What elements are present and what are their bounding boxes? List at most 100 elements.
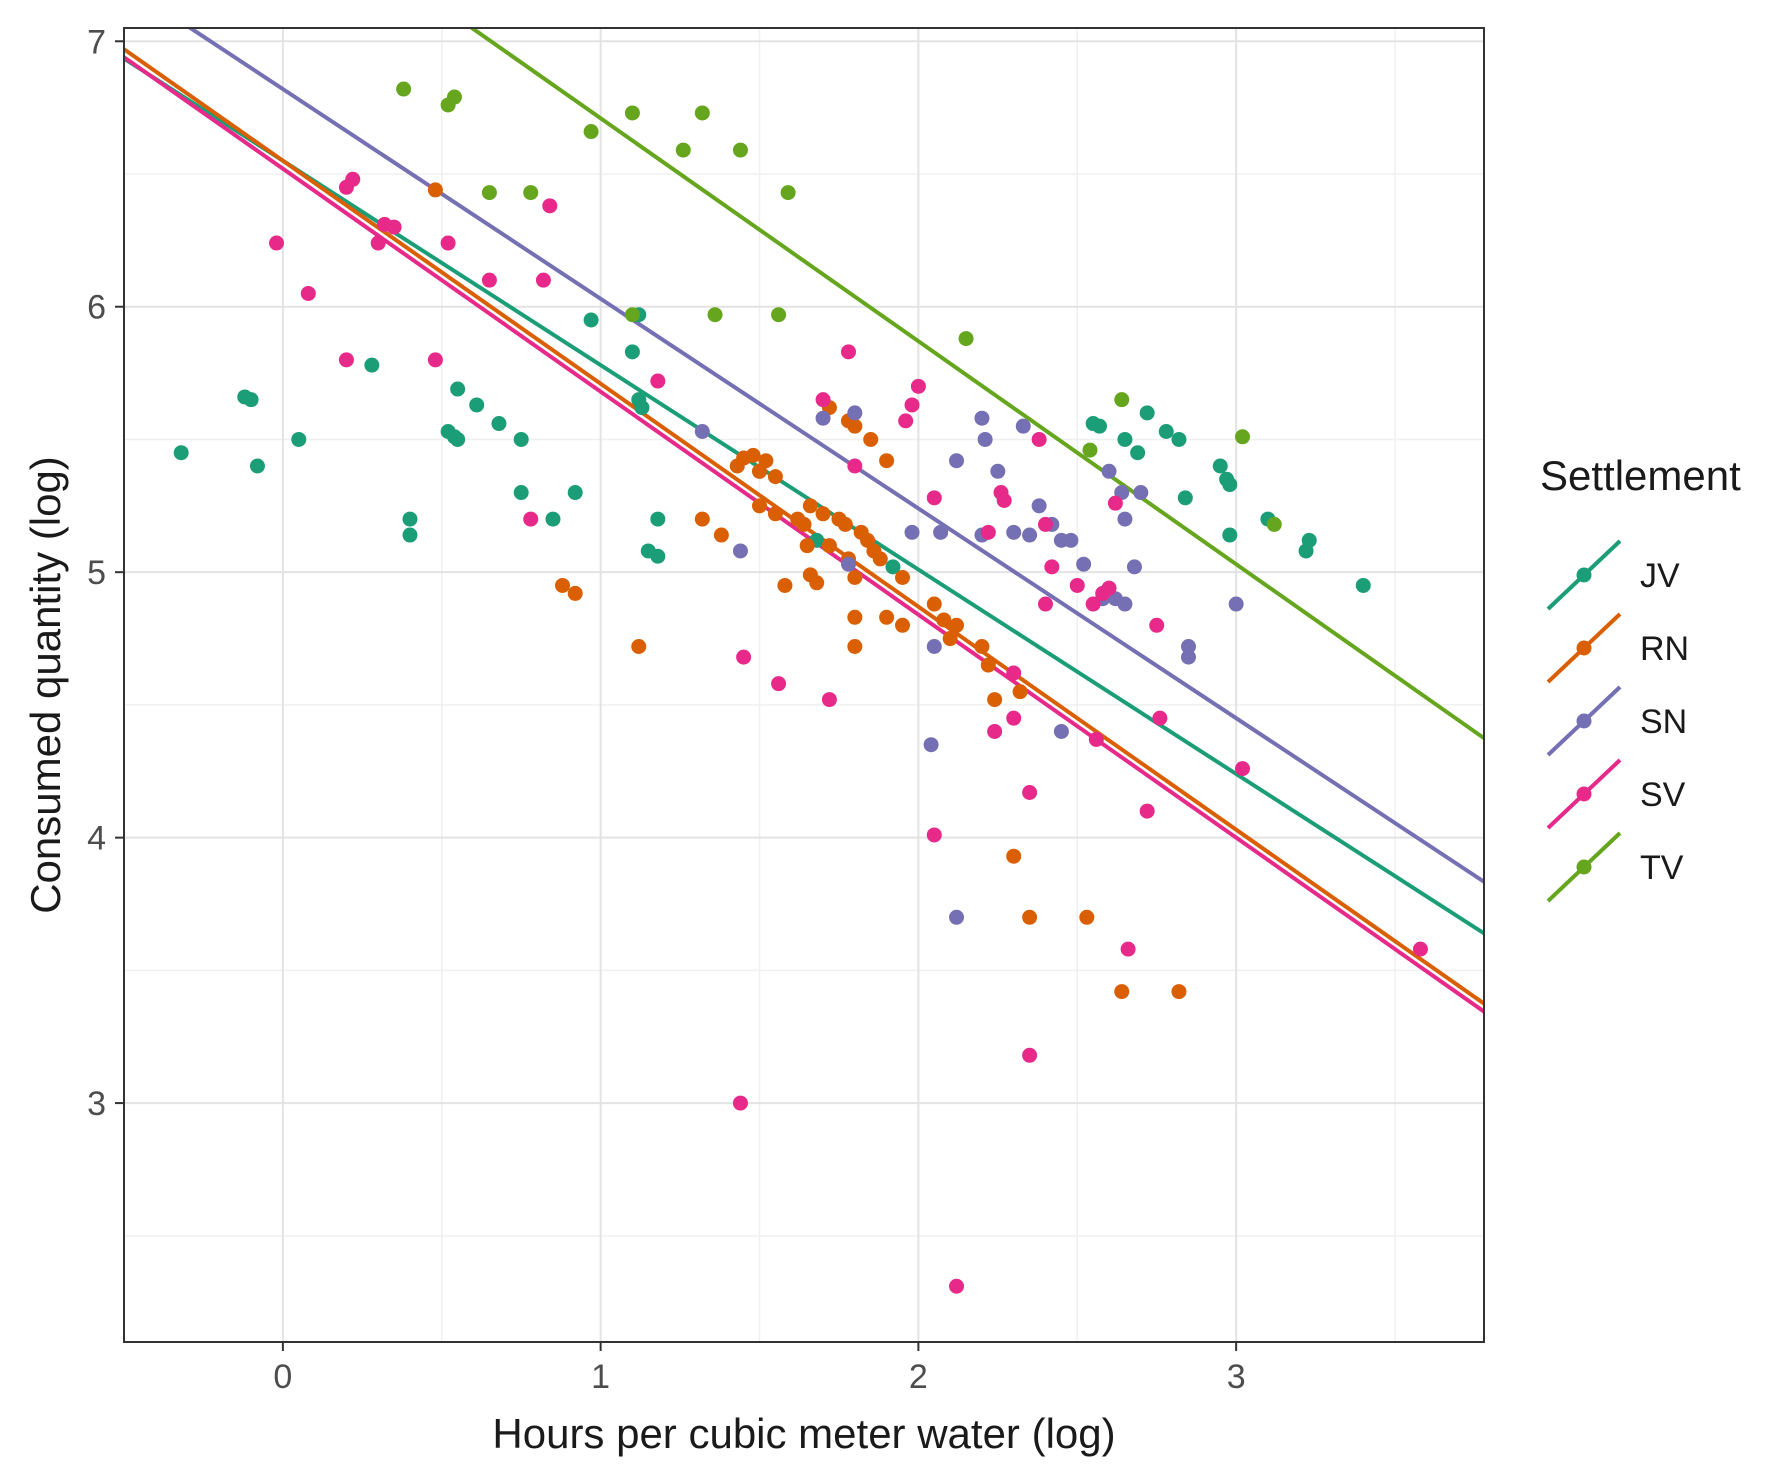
data-point-jv (1171, 431, 1187, 447)
data-point-sn (1076, 556, 1092, 572)
data-point-rn (555, 577, 571, 593)
data-point-rn (879, 453, 895, 469)
data-point-rn (427, 182, 443, 198)
data-point-tv (732, 142, 748, 158)
legend-label: RN (1640, 630, 1689, 668)
data-point-sv (732, 1095, 748, 1111)
data-point-jv (1301, 532, 1317, 548)
data-point-sn (1126, 559, 1142, 575)
data-point-jv (249, 458, 265, 474)
data-points (173, 81, 1428, 1294)
legend-item-tv: TV (1546, 831, 1684, 903)
data-point-rn (1171, 984, 1187, 1000)
data-point-jv (491, 416, 507, 432)
data-point-jv (885, 559, 901, 575)
legend-item-sn: SN (1546, 685, 1687, 757)
data-point-rn (863, 431, 879, 447)
data-point-tv (780, 185, 796, 201)
data-point-tv (694, 105, 710, 121)
data-point-sn (1031, 498, 1047, 514)
grid-lines (123, 28, 1484, 1342)
data-point-jv (1222, 477, 1238, 493)
data-point-rn (1114, 984, 1130, 1000)
data-point-rn (879, 609, 895, 625)
x-tick-label: 1 (591, 1358, 610, 1396)
data-point-sv (840, 344, 856, 360)
legend-key-point (1576, 640, 1592, 656)
data-point-sn (732, 543, 748, 559)
legend-label: JV (1640, 557, 1680, 595)
data-point-jv (469, 397, 485, 413)
y-tick-label: 7 (87, 23, 106, 61)
data-point-sn (1228, 596, 1244, 612)
x-tick-label: 3 (1227, 1358, 1246, 1396)
data-point-tv (1266, 516, 1282, 532)
data-point-rn (821, 538, 837, 554)
data-point-jv (450, 431, 466, 447)
data-point-jv (513, 431, 529, 447)
data-point-rn (936, 612, 952, 628)
y-tick-label: 5 (87, 554, 106, 592)
data-point-tv (523, 185, 539, 201)
data-point-sv (736, 649, 752, 665)
panel-border (123, 27, 1485, 1343)
data-point-sv (370, 235, 386, 251)
data-point-sv (542, 198, 558, 214)
data-point-rn (567, 585, 583, 601)
legend-label: SV (1640, 776, 1686, 814)
data-point-sv (1139, 803, 1155, 819)
data-point-sv (1152, 710, 1168, 726)
data-point-sv (996, 493, 1012, 509)
data-point-sv (926, 490, 942, 506)
data-point-sv (345, 171, 361, 187)
data-point-rn (974, 639, 990, 655)
data-point-sv (1022, 1047, 1038, 1063)
data-point-rn (1012, 684, 1028, 700)
data-point-sv (269, 235, 285, 251)
data-point-sn (847, 405, 863, 421)
data-point-sv (523, 511, 539, 527)
data-point-sv (1120, 941, 1136, 957)
data-point-tv (624, 307, 640, 323)
fit-line-sv (124, 55, 1484, 1014)
data-point-tv (958, 331, 974, 347)
data-point-sn (1015, 418, 1031, 434)
y-axis-ticks: 3 4 5 6 7 (87, 23, 124, 1123)
data-point-sn (949, 909, 965, 925)
data-point-rn (758, 453, 774, 469)
data-point-sv (1006, 710, 1022, 726)
data-point-sn (1117, 596, 1133, 612)
data-point-sn (1063, 532, 1079, 548)
data-point-sn (1006, 524, 1022, 540)
data-point-rn (1022, 909, 1038, 925)
data-point-rn (949, 617, 965, 633)
data-point-sn (1101, 463, 1117, 479)
data-point-rn (767, 506, 783, 522)
data-point-tv (1114, 392, 1130, 408)
data-point-jv (1139, 405, 1155, 421)
data-point-sn (926, 639, 942, 655)
data-point-rn (777, 577, 793, 593)
data-point-tv (481, 185, 497, 201)
data-point-sn (923, 737, 939, 753)
data-point-rn (796, 516, 812, 532)
x-tick-label: 2 (909, 1358, 928, 1396)
data-point-jv (1222, 527, 1238, 543)
legend-item-sv: SV (1546, 758, 1686, 830)
data-point-rn (752, 498, 768, 514)
data-point-rn (713, 527, 729, 543)
data-point-sv (1037, 516, 1053, 532)
data-point-sv (821, 692, 837, 708)
legend-key-point (1576, 859, 1592, 875)
data-point-tv (624, 105, 640, 121)
data-point-rn (694, 511, 710, 527)
legend: Settlement JV RN SN SV TV (1540, 452, 1741, 903)
legend-item-jv: JV (1546, 539, 1680, 611)
data-point-rn (895, 617, 911, 633)
data-point-tv (771, 307, 787, 323)
data-point-jv (1158, 423, 1174, 439)
data-point-rn (837, 516, 853, 532)
data-point-sv (1088, 731, 1104, 747)
data-point-sv (650, 373, 666, 389)
